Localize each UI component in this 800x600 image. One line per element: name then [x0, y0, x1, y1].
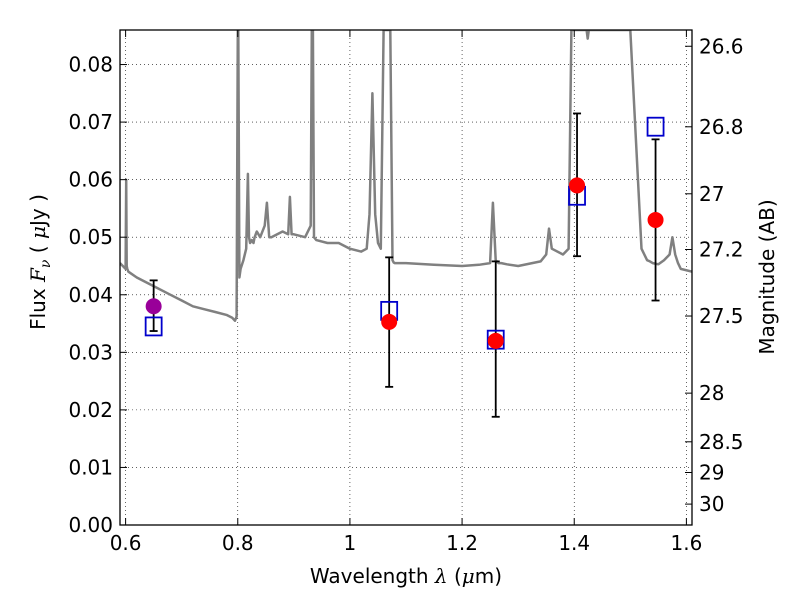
- photometry-point-group: [144, 279, 163, 337]
- y-tick-label: 0.08: [68, 53, 113, 77]
- observed-flux-point: [487, 332, 504, 349]
- y-tick-label: 0.00: [68, 513, 113, 537]
- observed-flux-point: [381, 313, 398, 330]
- y-axis-label: Flux Fν ( μJy ): [26, 194, 54, 330]
- observed-flux-point: [569, 177, 586, 194]
- model-flux-square: [646, 116, 665, 137]
- y-tick-label: 0.07: [68, 110, 113, 134]
- plot-frame: [119, 29, 693, 526]
- photometry-point-group: [380, 256, 399, 388]
- x-tick-label: 0.6: [110, 531, 142, 555]
- right-tick-label: 29: [699, 461, 724, 485]
- photometry-point-group: [486, 260, 505, 418]
- photometry-points: [144, 112, 665, 418]
- x-axis-label: Wavelength λ (μm): [310, 564, 502, 588]
- x-tick-label: 1.2: [446, 531, 478, 555]
- right-tick-label: 30: [699, 492, 724, 516]
- right-tick-label: 27.2: [699, 238, 744, 262]
- x-tick-label: 1: [344, 531, 357, 555]
- grid: [120, 30, 692, 526]
- y-tick-label: 0.05: [68, 225, 113, 249]
- model-flux-square: [144, 316, 163, 337]
- y-tick-label: 0.06: [68, 168, 113, 192]
- right-tick-label: 28.5: [699, 430, 744, 454]
- x-tick-label: 0.8: [222, 531, 254, 555]
- y-tick-label: 0.03: [68, 340, 113, 364]
- right-tick-label: 26.8: [699, 115, 744, 139]
- x-tick-label: 1.6: [670, 531, 702, 555]
- right-axis-label: Magnitude (AB): [755, 199, 779, 354]
- y-tick-label: 0.02: [68, 398, 113, 422]
- y-axis-ticks: 0.00 0.01 0.02 0.03 0.04 0.05 0.06 0.07 0.08: [68, 53, 127, 537]
- observed-flux-point: [647, 211, 664, 228]
- y-tick-label: 0.01: [68, 455, 113, 479]
- right-tick-label: 26.6: [699, 34, 744, 58]
- right-tick-label: 28: [699, 381, 724, 405]
- photometry-point-group: [646, 116, 665, 302]
- right-axis-ticks: 26.6 26.8 27 27.2 27.5 28 28.5 29 30: [685, 34, 744, 516]
- photometry-point-group: [568, 112, 586, 258]
- x-axis-ticks: 0.6 0.8 1 1.2 1.4 1.6: [110, 30, 702, 555]
- right-tick-label: 27: [699, 182, 724, 206]
- x-tick-label: 1.4: [558, 531, 590, 555]
- y-tick-label: 0.04: [68, 283, 113, 307]
- observed-flux-point: [145, 298, 162, 315]
- model-spectrum-line: [120, 30, 692, 322]
- right-tick-label: 27.5: [699, 304, 744, 328]
